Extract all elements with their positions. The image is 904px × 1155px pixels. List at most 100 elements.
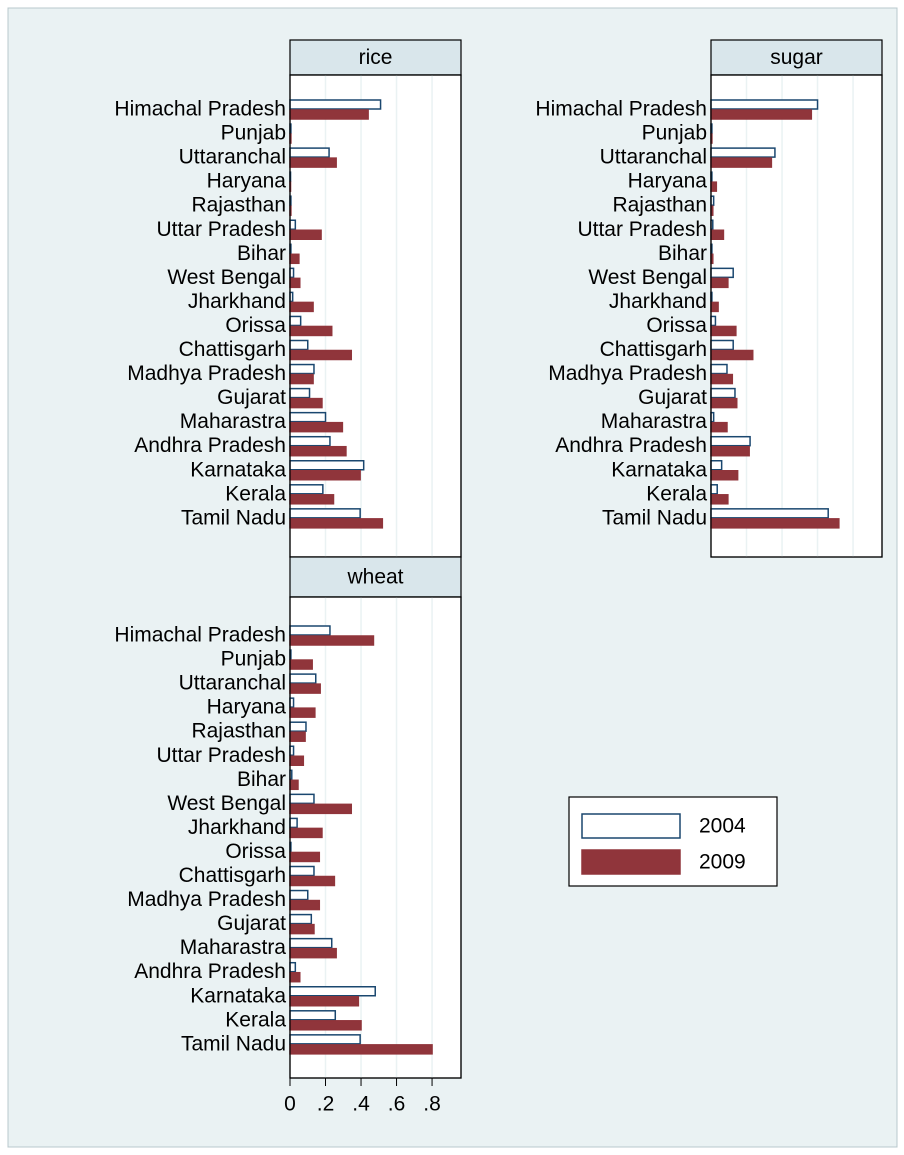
bar xyxy=(710,109,813,120)
category-label: Tamil Nadu xyxy=(602,506,707,529)
bar xyxy=(289,996,360,1007)
category-label: Madhya Pradesh xyxy=(548,362,707,385)
bar xyxy=(289,445,347,457)
panel-title: wheat xyxy=(346,566,403,589)
bar xyxy=(289,1020,362,1031)
panel-title: sugar xyxy=(770,46,823,69)
bar xyxy=(289,947,337,959)
category-label: Punjab xyxy=(221,122,286,145)
bar xyxy=(289,659,313,670)
category-label: Chattisgarh xyxy=(179,338,286,361)
category-label: Haryana xyxy=(628,170,708,193)
bar xyxy=(289,971,301,983)
category-label: Bihar xyxy=(237,768,286,791)
category-label: Kerala xyxy=(225,1008,286,1031)
bar xyxy=(289,339,309,351)
category-label: Haryana xyxy=(207,696,287,719)
bar xyxy=(710,157,773,168)
category-label: Gujarat xyxy=(217,912,286,935)
bar xyxy=(710,363,728,375)
category-label: Jharkhand xyxy=(609,290,707,313)
bar xyxy=(710,277,729,289)
panel-title-box xyxy=(289,556,462,598)
bar xyxy=(289,219,297,230)
bar xyxy=(289,518,384,529)
category-label: Bihar xyxy=(658,242,707,265)
bar xyxy=(710,387,736,399)
bar xyxy=(289,373,314,385)
plot-area xyxy=(710,74,883,558)
bar xyxy=(289,99,382,110)
category-label: Orissa xyxy=(225,840,286,863)
bar xyxy=(289,937,333,949)
plot-frame xyxy=(710,74,883,558)
bar xyxy=(289,986,376,997)
bar xyxy=(710,435,751,447)
category-label: Uttar Pradesh xyxy=(156,744,286,767)
category-label: Jharkhand xyxy=(188,816,286,839)
category-label: Punjab xyxy=(221,648,286,671)
category-label: Rajasthan xyxy=(191,720,286,743)
bar xyxy=(289,397,323,409)
x-tick-label: .2 xyxy=(317,1093,335,1116)
bar xyxy=(710,339,734,351)
bar xyxy=(289,779,299,791)
category-label: Uttaranchal xyxy=(600,146,707,169)
bar xyxy=(289,913,313,925)
bar xyxy=(289,755,305,766)
bar xyxy=(289,253,300,265)
bar xyxy=(289,721,307,732)
bar xyxy=(289,683,321,694)
bar xyxy=(289,865,315,877)
bar xyxy=(710,518,840,529)
bar xyxy=(710,484,718,495)
bar xyxy=(289,899,321,911)
x-tick-label: .8 xyxy=(423,1093,441,1116)
bar xyxy=(710,301,719,313)
bar xyxy=(289,277,301,289)
bar xyxy=(289,1010,337,1021)
bar xyxy=(289,851,321,863)
category-label: Bihar xyxy=(237,242,286,265)
x-tick-label: .4 xyxy=(352,1093,370,1116)
bar xyxy=(289,827,323,839)
category-label: Himachal Pradesh xyxy=(535,98,707,121)
category-label: Uttaranchal xyxy=(179,672,286,695)
category-label: Chattisgarh xyxy=(179,864,286,887)
panel-title-box xyxy=(710,39,883,76)
bar xyxy=(710,229,725,240)
bar xyxy=(289,363,315,375)
bar xyxy=(289,793,315,805)
bar xyxy=(289,707,316,718)
bar xyxy=(289,315,302,327)
category-label: Orissa xyxy=(646,314,707,337)
category-label: Gujarat xyxy=(638,386,707,409)
bar xyxy=(289,460,365,471)
legend-swatch xyxy=(581,813,681,839)
bar xyxy=(710,508,829,519)
category-label: Orissa xyxy=(225,314,286,337)
category-label: Karnataka xyxy=(611,458,707,481)
bar xyxy=(289,494,335,505)
bar xyxy=(289,731,306,742)
bar xyxy=(710,470,739,481)
bar xyxy=(710,147,776,158)
bar xyxy=(710,460,723,471)
category-label: Karnataka xyxy=(190,458,286,481)
bar xyxy=(289,803,353,815)
bar xyxy=(710,397,738,409)
category-label: Uttar Pradesh xyxy=(577,218,707,241)
bar xyxy=(289,325,333,337)
category-label: Maharastra xyxy=(180,410,287,433)
bar xyxy=(289,147,330,158)
category-label: Uttaranchal xyxy=(179,146,286,169)
bar xyxy=(710,445,750,457)
category-label: Madhya Pradesh xyxy=(127,362,286,385)
category-label: Andhra Pradesh xyxy=(134,960,286,983)
category-label: Kerala xyxy=(646,482,707,505)
bar xyxy=(289,923,315,935)
category-label: West Bengal xyxy=(167,266,286,289)
category-label: West Bengal xyxy=(167,792,286,815)
bar xyxy=(289,817,298,829)
